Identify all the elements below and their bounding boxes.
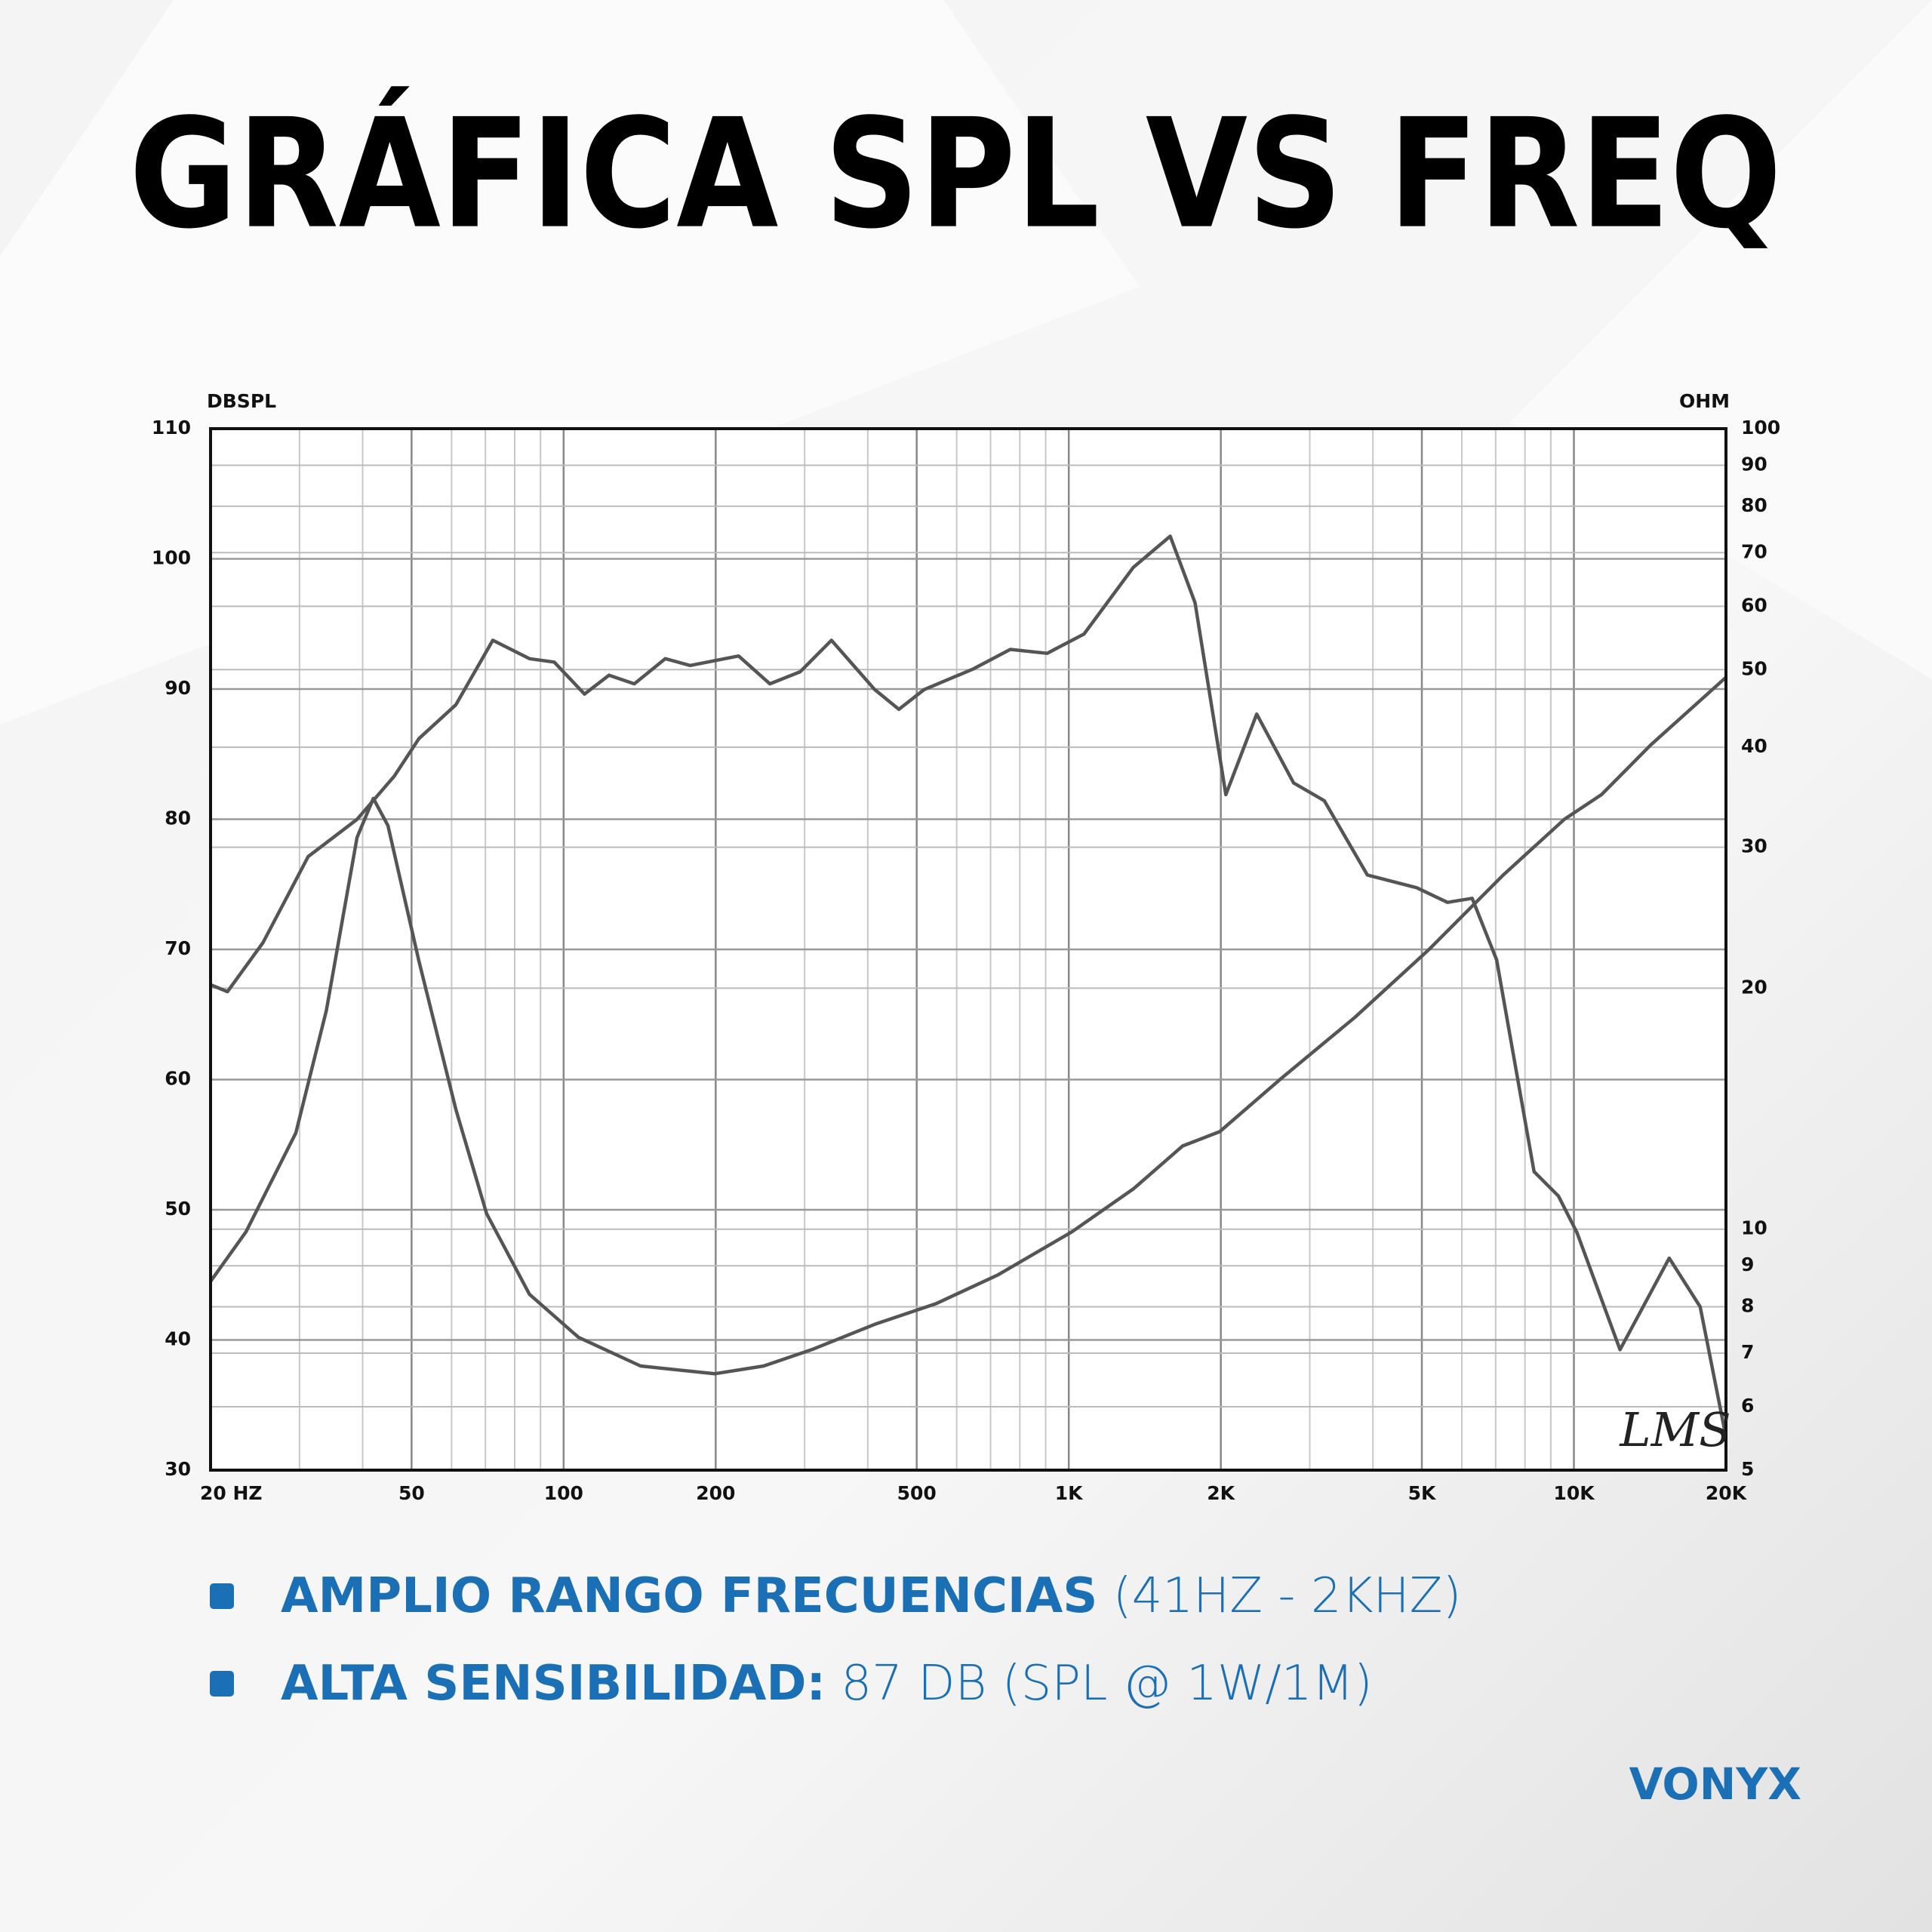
y2-tick-label: 100 <box>1741 417 1780 438</box>
y2-tick-label: 40 <box>1741 735 1767 757</box>
y2-tick-label: 30 <box>1741 835 1767 857</box>
bullet-marker <box>210 1671 234 1697</box>
chart-title: GRÁFICA SPL VS FREQ <box>129 86 1782 263</box>
bullet-marker <box>210 1583 234 1609</box>
y2-tick-label: 10 <box>1741 1217 1767 1239</box>
y-tick-label: 30 <box>165 1458 191 1480</box>
y-tick-label: 70 <box>165 937 191 959</box>
x-tick-label: 20 HZ <box>200 1482 263 1504</box>
x-tick-label: 2K <box>1207 1482 1235 1504</box>
y2-tick-label: 7 <box>1741 1341 1754 1363</box>
x-tick-label: 10K <box>1553 1482 1595 1504</box>
x-tick-label: 1K <box>1055 1482 1084 1504</box>
curve <box>210 534 1728 1438</box>
x-tick-label: 200 <box>696 1482 735 1504</box>
y2-tick-label: 20 <box>1741 976 1767 998</box>
x-tick-label: 50 <box>398 1482 425 1504</box>
annotation: LMS <box>1619 1402 1730 1457</box>
bullet: AMPLIO RANGO FRECUENCIAS (41HZ - 2KHZ) <box>281 1568 1461 1624</box>
bullet: ALTA SENSIBILIDAD: 87 DB (SPL @ 1W/1M) <box>281 1656 1373 1712</box>
bg-shape <box>1509 0 1932 679</box>
y2-tick-label: 6 <box>1741 1395 1754 1417</box>
plot-frame <box>209 427 1727 1472</box>
x-tick-label: 20K <box>1706 1482 1748 1504</box>
y2-tick-label: 80 <box>1741 494 1767 516</box>
y2-tick-label: 50 <box>1741 657 1767 679</box>
y-tick-label: 40 <box>165 1328 191 1350</box>
y2-tick-label: 5 <box>1741 1458 1754 1480</box>
y2-tick-label: 8 <box>1741 1294 1754 1316</box>
y-tick-label: 90 <box>165 677 191 699</box>
y-tick-label: 80 <box>165 808 191 829</box>
logo: VONYX <box>1629 1758 1801 1810</box>
bullet-text: 87 DB (SPL @ 1W/1M) <box>826 1656 1373 1712</box>
x-tick-label: 5K <box>1408 1482 1437 1504</box>
x-tick-label: 500 <box>897 1482 937 1504</box>
bullet-bold: AMPLIO RANGO FRECUENCIAS <box>281 1568 1097 1624</box>
y2-tick-label: 70 <box>1741 540 1767 562</box>
y2-axis-label: OHM <box>1679 390 1730 412</box>
y-axis-label: DBSPL <box>207 390 276 412</box>
y-tick-label: 50 <box>165 1198 191 1220</box>
y2-tick-label: 60 <box>1741 594 1767 616</box>
y-tick-label: 60 <box>165 1068 191 1090</box>
bullet-bold: ALTA SENSIBILIDAD: <box>281 1656 826 1712</box>
y-tick-label: 110 <box>152 417 191 438</box>
bullet-text: (41HZ - 2KHZ) <box>1097 1568 1461 1624</box>
y2-tick-label: 9 <box>1741 1254 1754 1275</box>
x-tick-label: 100 <box>544 1482 583 1504</box>
y2-tick-label: 90 <box>1741 454 1767 475</box>
y-tick-label: 100 <box>152 547 191 569</box>
